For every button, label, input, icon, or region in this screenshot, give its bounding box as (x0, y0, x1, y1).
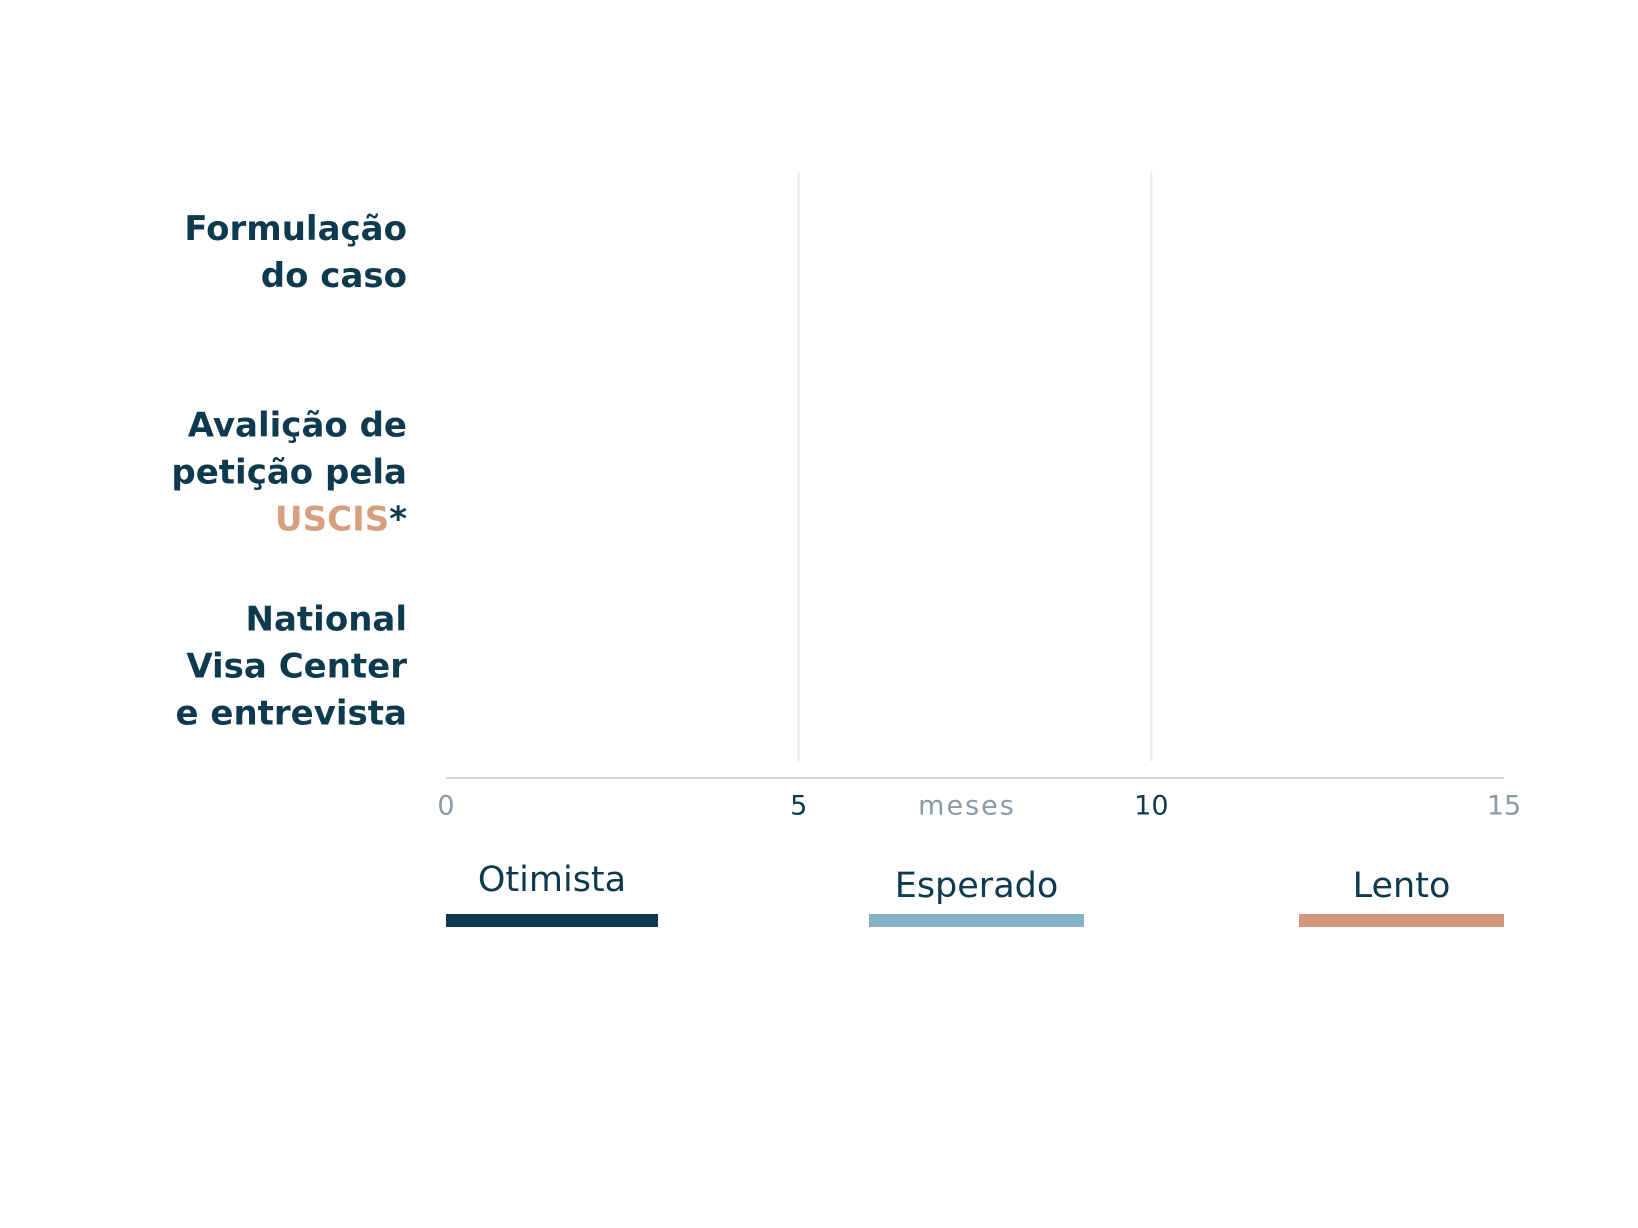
category-label: Formulação do caso (184, 209, 407, 296)
legend-label: Esperado (895, 866, 1059, 906)
category-label: National Visa Center e entrevista (175, 599, 408, 734)
legend-swatch (869, 914, 1084, 927)
legend-label: Lento (1353, 866, 1451, 906)
legend-swatch (446, 914, 658, 927)
category-label: Avalição de petição pela USCIS* (171, 405, 407, 540)
legend-label: Otimista (478, 860, 626, 900)
x-tick-label: 5 (790, 791, 807, 822)
x-tick-label: 15 (1487, 791, 1521, 822)
x-tick-label: 0 (437, 791, 454, 822)
x-tick-label: 10 (1134, 791, 1168, 822)
x-axis-label: meses (918, 791, 1016, 822)
legend-swatch (1299, 914, 1504, 927)
